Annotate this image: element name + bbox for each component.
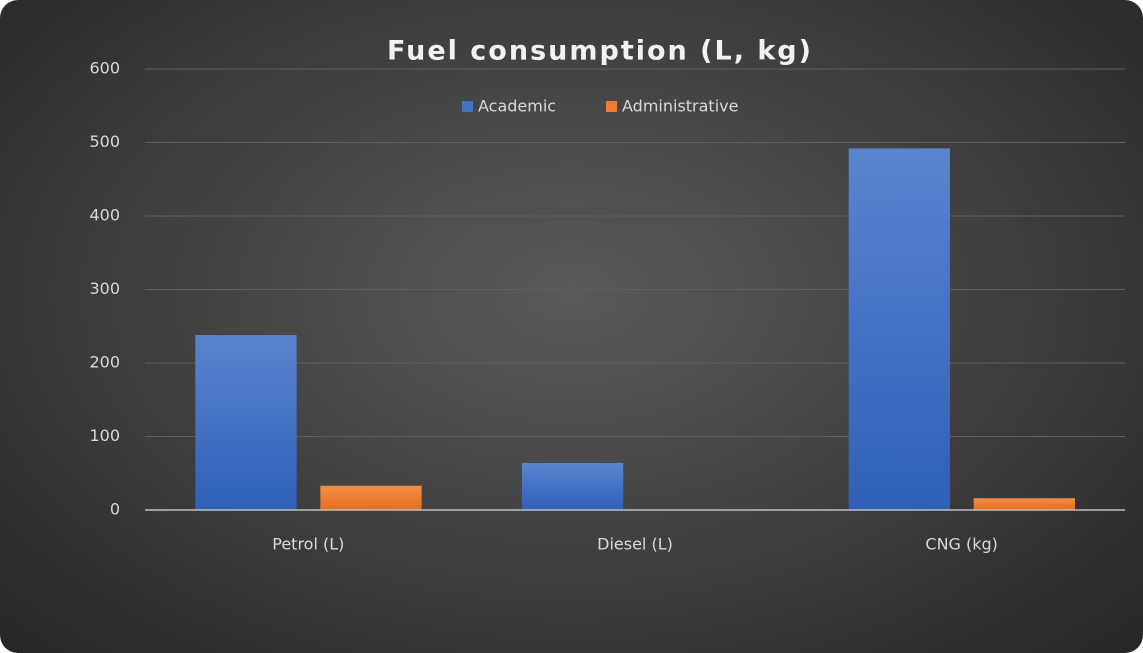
y-tick-label: 0 xyxy=(110,500,120,519)
bar xyxy=(522,462,624,510)
y-tick-label: 600 xyxy=(89,59,120,78)
y-tick-label: 300 xyxy=(89,279,120,298)
x-tick-label: Diesel (L) xyxy=(597,535,673,554)
x-tick-label: Petrol (L) xyxy=(272,535,344,554)
legend-swatch xyxy=(462,101,473,112)
y-tick-label: 500 xyxy=(89,132,120,151)
x-tick-label: CNG (kg) xyxy=(925,535,998,554)
y-tick-label: 200 xyxy=(89,353,120,372)
y-tick-label: 100 xyxy=(89,426,120,445)
legend-swatch xyxy=(606,101,617,112)
legend-label: Academic xyxy=(478,97,556,116)
y-tick-label: 400 xyxy=(89,206,120,225)
bar xyxy=(848,148,950,510)
bar xyxy=(320,485,422,510)
legend-label: Administrative xyxy=(622,97,738,116)
bar xyxy=(195,335,297,510)
bar xyxy=(973,498,1075,510)
chart-title: Fuel consumption (L, kg) xyxy=(387,36,813,67)
